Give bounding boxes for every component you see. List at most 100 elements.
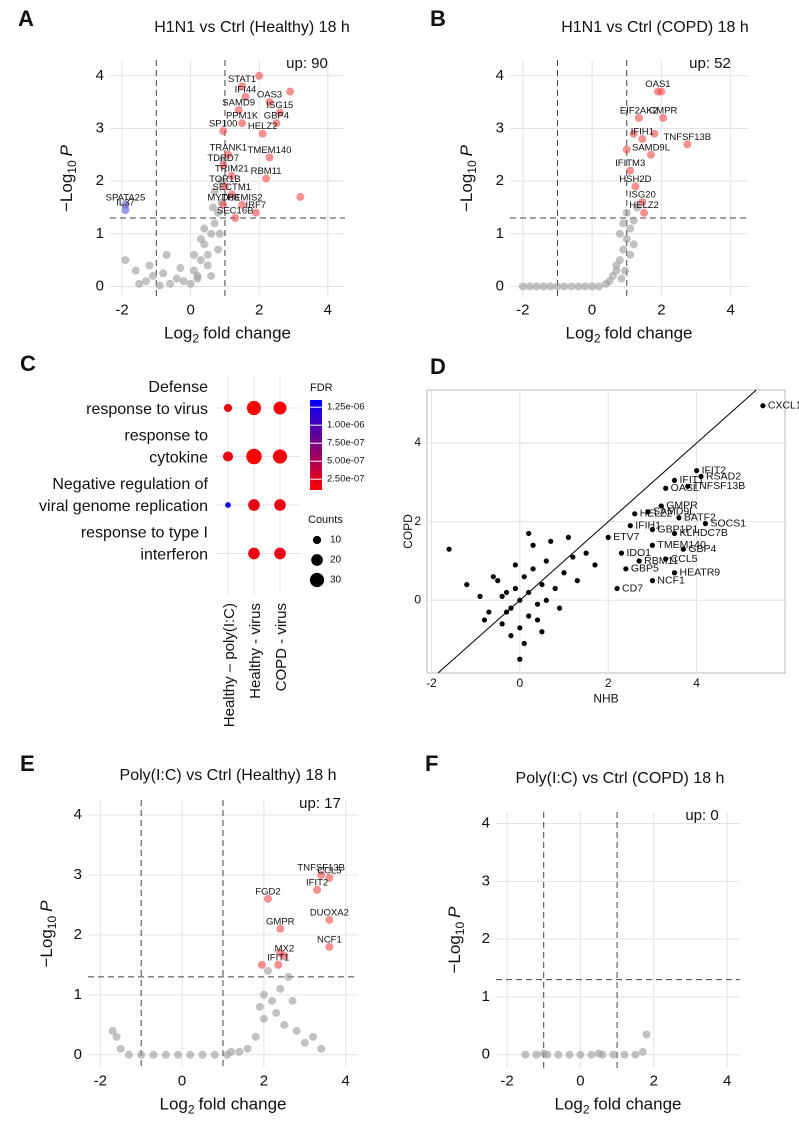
axis-title-part: fold change [199,1095,287,1114]
point [161,1050,170,1059]
point-label: TMEM140 [248,145,292,156]
colorbar-label: 5.00e-07 [327,456,365,467]
point-label: STAT1 [228,74,256,85]
point [543,597,549,603]
point [508,605,514,611]
point [207,271,216,280]
size-key [309,572,325,588]
point [650,129,659,138]
point-label: SOCS1 [710,517,746,529]
point-label: KLHDC7B [680,527,728,539]
point-label: IFI44 [235,84,257,95]
point [135,279,144,288]
axis-title: COPD [401,514,415,549]
point [671,570,678,576]
point [325,942,334,951]
point [645,509,651,515]
point [638,198,647,207]
size-key [311,554,323,566]
dot [274,547,286,560]
point [477,593,483,599]
point [486,609,492,615]
point-label: GMPR [666,500,698,512]
axis-title: −Log10 P [445,906,467,974]
axis-title-part: P [457,144,476,156]
term-label: Defense [148,379,208,396]
point-label: RSAD2 [706,470,741,482]
x-tick-label: 0 [186,301,194,318]
point-label: GMPR [266,916,295,927]
point [238,200,247,209]
point [251,1032,260,1041]
panel-title: H1N1 vs Ctrl (COPD) 18 h [561,19,749,36]
point [512,562,518,568]
point-label: PPM1K [226,111,259,122]
point-label: IFIT2 [306,877,328,888]
axis-title-part: 2 [583,1103,590,1117]
point [268,996,277,1005]
panel-title: Poly(I:C) vs Ctrl (Healthy) 18 h [120,767,337,784]
point [265,98,274,107]
point [124,1050,133,1059]
point [626,166,635,175]
panel-letter: A [18,6,34,31]
term-label: Negative regulation of [52,476,208,493]
point-label: IRF7 [246,200,267,211]
point [210,1050,219,1059]
point-label: CD7 [622,582,643,594]
point [219,200,228,209]
point [255,1002,264,1011]
point [174,1050,182,1059]
point [208,203,217,212]
point-label: TNFSF13B [297,862,345,873]
point [632,511,638,517]
point-label: SAMD9 [222,98,255,109]
point [219,161,228,170]
term-label: response to virus [86,401,208,418]
point-label: TRIM21 [215,163,249,174]
group-label: Healthy – poly(I:C) [221,603,238,727]
point-label: IFIH1 [631,127,654,138]
point [663,485,669,491]
dot [225,502,231,508]
axis-title: Log2 fold change [164,324,291,346]
point [296,192,305,201]
point-label: NCF1 [657,574,685,586]
axis-title-part: P [445,906,464,918]
point [116,1044,125,1053]
point-label: ISG20 [629,190,656,201]
point-label: HELZ2 [629,200,659,211]
point [663,556,669,562]
point-label: TNFSF13B [693,480,746,492]
point [464,581,470,588]
point [576,1050,585,1059]
y-tick-label: 1 [96,225,104,242]
point [543,558,549,564]
axis-title-part: 10 [45,916,59,930]
x-tick-label: 4 [693,676,700,690]
colorbar [310,400,322,490]
point [313,885,322,894]
point [548,538,554,544]
point [274,960,283,969]
point-label: TOR1B [209,174,241,185]
point [186,1050,195,1059]
axis-title-part: Log [555,1095,583,1114]
point [539,282,548,291]
point-label: OASL [671,482,699,494]
point [162,250,171,259]
point [617,274,626,283]
point [623,566,629,572]
point [272,119,281,128]
point-label: ISG15 [266,100,293,111]
y-tick-label: 4 [74,806,82,823]
dot [246,448,262,465]
point [646,150,655,159]
axis-title: −Log10 P [457,144,479,212]
y-tick-label: 2 [74,926,82,943]
point [622,145,631,154]
point-label: TNFSF13B [664,132,712,143]
point [526,589,532,596]
point [517,656,523,662]
point [532,1050,541,1059]
